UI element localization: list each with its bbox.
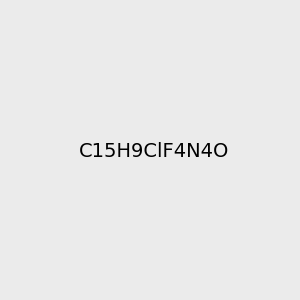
Text: C15H9ClF4N4O: C15H9ClF4N4O [79, 142, 229, 161]
